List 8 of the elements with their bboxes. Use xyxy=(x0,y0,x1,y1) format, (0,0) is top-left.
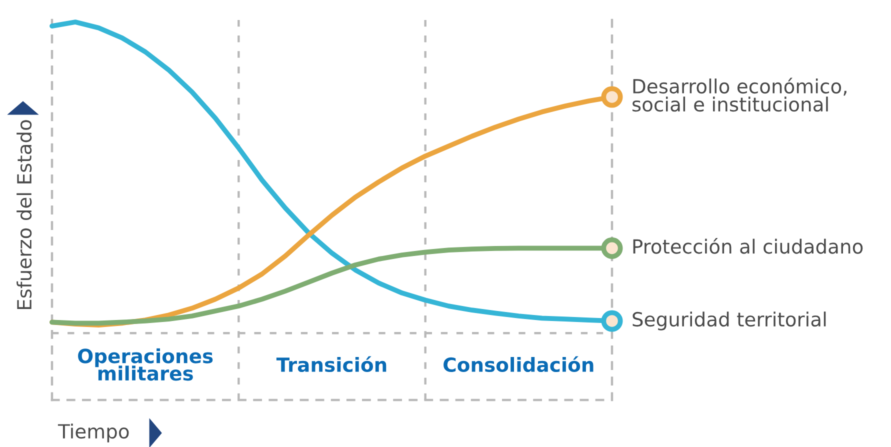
series-label: Desarrollo económico, social e institucional xyxy=(632,78,846,112)
text: Operaciones militares xyxy=(78,348,213,381)
series-label: Protección al ciudadano xyxy=(633,238,863,254)
text: Consolidación xyxy=(444,356,594,372)
text: Transición xyxy=(276,356,386,372)
y-axis-title: Esfuerzo del Estado xyxy=(16,120,32,310)
x-axis-title: Tiempo xyxy=(58,424,129,442)
series-label: Seguridad territorial xyxy=(632,312,826,330)
